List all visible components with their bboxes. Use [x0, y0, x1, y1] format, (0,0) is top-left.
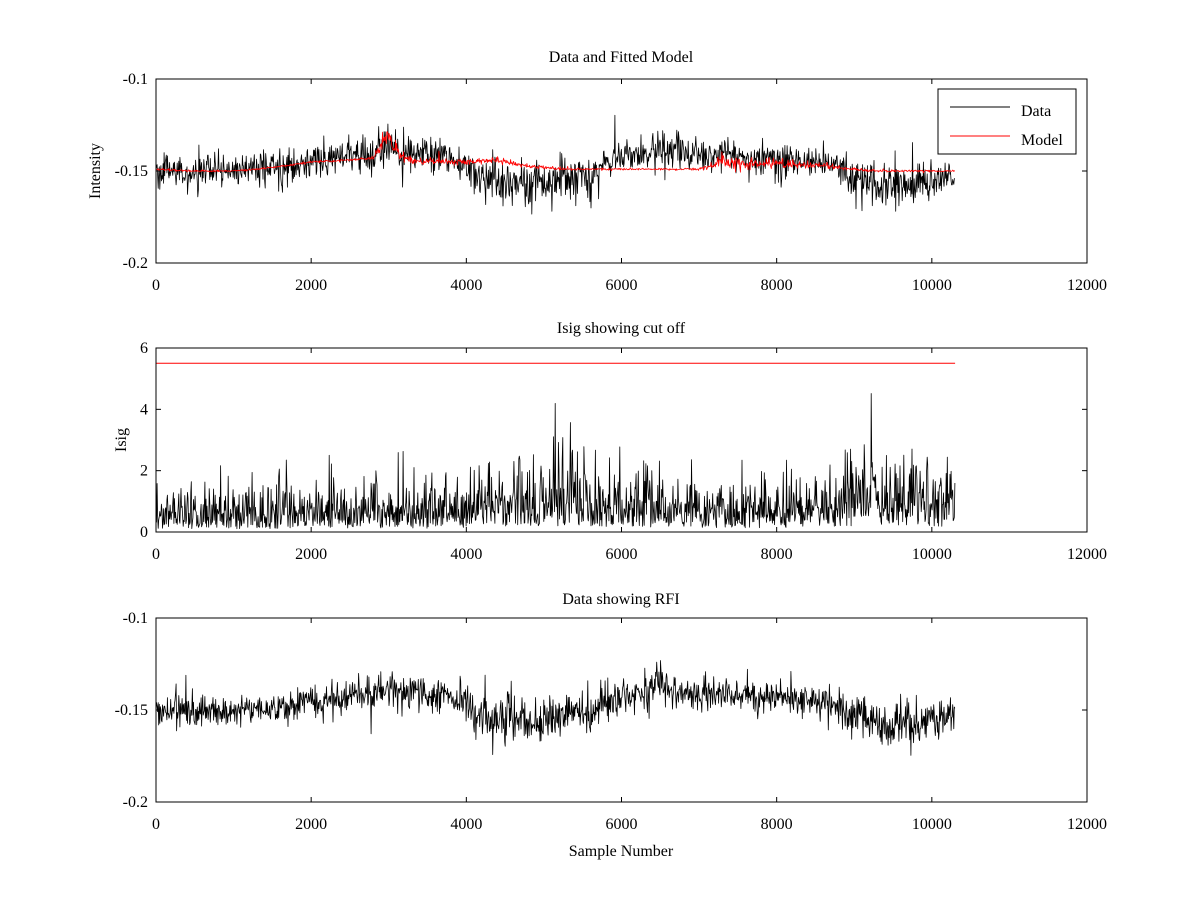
- axes-frame: [155, 347, 1088, 533]
- x-tick-label: 12000: [1067, 546, 1107, 563]
- x-tick-label: 10000: [912, 816, 952, 833]
- tick-layer: 0 2000 4000 6000 8000 10000 12000 0 2 4 6: [140, 340, 1107, 563]
- series-layer: [155, 114, 955, 215]
- y-axis-label: Isig: [113, 428, 130, 452]
- panel-title: Data showing RFI: [562, 591, 679, 608]
- y-tick-label: 0: [140, 524, 148, 541]
- x-tick-label: 6000: [606, 277, 638, 294]
- y-tick-label: -0.1: [123, 610, 148, 627]
- y-axis-label: Intensity: [87, 143, 104, 199]
- series-line-signal: [155, 660, 956, 756]
- x-tick-label: 8000: [761, 546, 793, 563]
- panel-isig-showing-cut-off: Isig showing cut off Isig 0 2000 4000 6000 8…: [113, 320, 1107, 563]
- x-tick-label: 2000: [295, 816, 327, 833]
- y-tick-label: -0.2: [123, 255, 148, 272]
- x-tick-label: 0: [152, 546, 160, 563]
- x-tick-label: 2000: [295, 277, 327, 294]
- panel-title: Isig showing cut off: [557, 320, 686, 337]
- x-tick-label: 4000: [450, 277, 482, 294]
- x-tick-label: 12000: [1067, 277, 1107, 294]
- plot-area: [156, 348, 1087, 532]
- series-line-model: [155, 131, 955, 174]
- axes-frame: [155, 78, 1088, 264]
- legend-label-model: Model: [1021, 132, 1063, 149]
- x-tick-label: 10000: [912, 277, 952, 294]
- tick-layer: 0 2000 4000 6000 8000 10000 12000 -0.2 -0.15 -0.1: [115, 71, 1107, 294]
- x-tick-label: 8000: [761, 277, 793, 294]
- y-tick-label: 6: [140, 340, 148, 357]
- y-tick-label: -0.15: [115, 702, 148, 719]
- plot-area: [156, 618, 1087, 802]
- x-tick-label: 4000: [450, 816, 482, 833]
- x-tick-label: 6000: [606, 816, 638, 833]
- x-tick-label: 0: [152, 277, 160, 294]
- panel-title: Data and Fitted Model: [549, 49, 694, 66]
- y-tick-label: -0.15: [115, 163, 148, 180]
- series-layer: [155, 660, 956, 756]
- x-tick-label: 12000: [1067, 816, 1107, 833]
- legend-box: [937, 88, 1077, 155]
- x-axis-label: Sample Number: [569, 843, 674, 860]
- legend: Data Model: [937, 88, 1077, 155]
- x-tick-label: 2000: [295, 546, 327, 563]
- legend-label-data: Data: [1021, 103, 1051, 120]
- y-tick-label: -0.2: [123, 794, 148, 811]
- x-tick-label: 0: [152, 816, 160, 833]
- series-line-signal: [155, 393, 956, 530]
- y-tick-label: -0.1: [123, 71, 148, 88]
- panel-data-and-fitted-model: Data and Fitted Model Intensity 0 2000 400…: [87, 49, 1107, 294]
- x-tick-label: 6000: [606, 546, 638, 563]
- series-line-data: [155, 114, 955, 215]
- series-layer: [155, 362, 956, 530]
- y-tick-label: 4: [140, 401, 148, 418]
- axes-frame: [155, 617, 1088, 803]
- panel-data-showing-rfi: Data showing RFI Sample Number 0 2000 4000…: [115, 591, 1107, 860]
- x-tick-label: 10000: [912, 546, 952, 563]
- x-tick-label: 8000: [761, 816, 793, 833]
- x-tick-label: 4000: [450, 546, 482, 563]
- y-tick-label: 2: [140, 463, 148, 480]
